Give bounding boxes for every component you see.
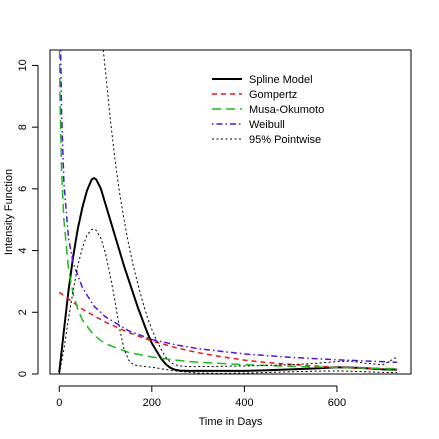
x-tick-label: 400	[235, 397, 253, 409]
x-tick-label: 200	[143, 397, 161, 409]
series-line-spline-model	[58, 177, 398, 373]
series-line-lower-bound	[58, 228, 398, 374]
series-line-weibull	[59, 50, 398, 364]
series-line-musa-okumoto	[58, 50, 398, 370]
x-tick-label: 600	[328, 397, 346, 409]
y-tick-label: 2	[17, 309, 29, 315]
y-tick-label: 0	[17, 371, 29, 377]
y-tick-label: 4	[17, 248, 29, 254]
legend-label: 95% Pointwise	[249, 134, 321, 146]
plot-frame	[49, 49, 412, 375]
series-line-gompertz	[58, 291, 398, 371]
legend-label: Musa-Okumoto	[249, 104, 324, 116]
legend: Spline Model Gompertz Musa-Okumoto Weibull 9…	[212, 74, 324, 146]
axes-layer: 0 200 400 600 0 2 4 6 8 10	[17, 49, 412, 409]
series-layer	[58, 50, 398, 374]
y-tick-label: 10	[17, 59, 29, 71]
y-axis-label: Intensity Function	[3, 169, 15, 255]
legend-label: Weibull	[249, 119, 285, 131]
x-axis-label: Time in Days	[199, 416, 263, 428]
y-tick-label: 8	[17, 124, 29, 130]
y-tick-label: 6	[17, 186, 29, 192]
legend-label: Gompertz	[249, 89, 297, 101]
legend-label: Spline Model	[249, 74, 313, 86]
x-tick-label: 0	[56, 397, 62, 409]
